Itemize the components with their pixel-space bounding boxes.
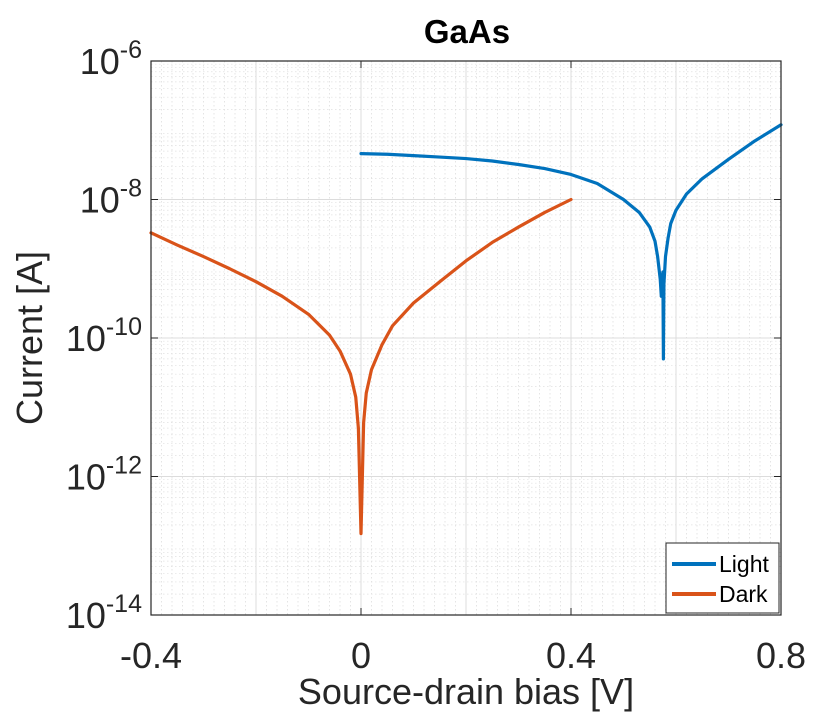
x-tick-label: 0: [351, 635, 371, 676]
x-tick-label: 0.8: [756, 635, 806, 676]
y-axis-label: Current [A]: [9, 251, 50, 425]
y-axis: 10-14 10-12 10-10 10-8 10-6: [66, 36, 781, 636]
chart-title: GaAs: [424, 13, 510, 50]
y-tick-label: 10-14: [66, 590, 142, 636]
legend: Light Dark: [665, 542, 780, 614]
series-layer: [149, 123, 783, 536]
x-tick-label: -0.4: [120, 635, 182, 676]
y-tick-label: 10-6: [80, 36, 142, 82]
x-tick-label: 0.4: [546, 635, 596, 676]
series-line-dark: [149, 197, 573, 536]
legend-label-light: Light: [719, 551, 769, 577]
x-axis: -0.4 0 0.4 0.8: [120, 61, 806, 676]
y-tick-label: 10-12: [66, 452, 142, 498]
x-axis-label: Source-drain bias [V]: [298, 671, 634, 712]
legend-label-dark: Dark: [719, 581, 768, 607]
y-tick-label: 10-8: [80, 175, 142, 221]
legend-box: [665, 542, 780, 614]
y-tick-label: 10-10: [66, 313, 142, 359]
series-line-light: [359, 123, 783, 361]
